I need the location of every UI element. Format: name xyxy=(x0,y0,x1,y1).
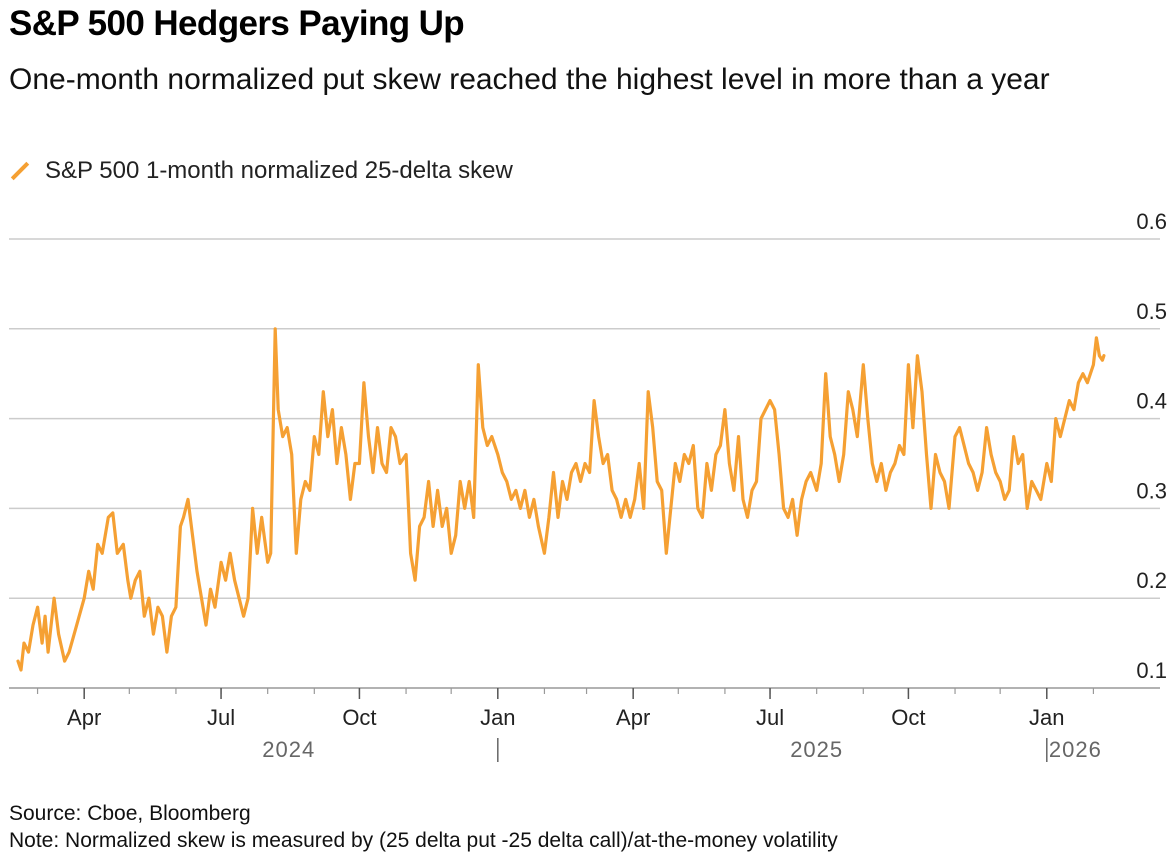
series-layer xyxy=(16,327,1106,672)
legend: S&P 500 1-month normalized 25-delta skew xyxy=(9,155,513,187)
source-note: Source: Cboe, Bloomberg xyxy=(9,802,251,825)
x-year-label: 2024 xyxy=(262,737,315,762)
legend-label: S&P 500 1-month normalized 25-delta skew xyxy=(45,157,513,184)
y-tick-label: 0.2 xyxy=(1136,568,1167,593)
y-tick-label: 0.3 xyxy=(1136,478,1167,503)
y-tick-label: 0.6 xyxy=(1136,209,1167,234)
chart-subtitle: One-month normalized put skew reached th… xyxy=(9,63,1050,96)
series-line-skew xyxy=(16,327,1106,672)
x-tick-label: Jul xyxy=(207,705,235,730)
x-tick-label: Apr xyxy=(616,705,650,730)
x-tick-label: Jul xyxy=(756,705,784,730)
x-year-label: 2025 xyxy=(790,737,843,762)
x-tick-label: Jan xyxy=(480,705,515,730)
x-tick-label: Oct xyxy=(342,705,376,730)
chart-title: S&P 500 Hedgers Paying Up xyxy=(9,4,465,43)
x-tick-label: Oct xyxy=(891,705,925,730)
footer: Source: Cboe, Bloomberg Note: Normalized… xyxy=(9,800,838,854)
x-year-label: 2026 xyxy=(1049,737,1102,762)
methodology-note: Note: Normalized skew is measured by (25… xyxy=(9,829,838,852)
y-axis: 0.1 0.2 0.3 0.4 0.5 0.6 xyxy=(1136,209,1167,683)
y-tick-label: 0.5 xyxy=(1136,299,1167,324)
grid-layer xyxy=(9,238,1160,599)
x-axis: Apr Jul Oct Jan Apr Jul Oct Jan 2024 2025 2026 xyxy=(9,687,1160,762)
x-tick-label: Jan xyxy=(1029,705,1064,730)
y-tick-label: 0.4 xyxy=(1136,389,1167,414)
x-tick-label: Apr xyxy=(67,705,101,730)
y-tick-label: 0.1 xyxy=(1136,658,1167,683)
